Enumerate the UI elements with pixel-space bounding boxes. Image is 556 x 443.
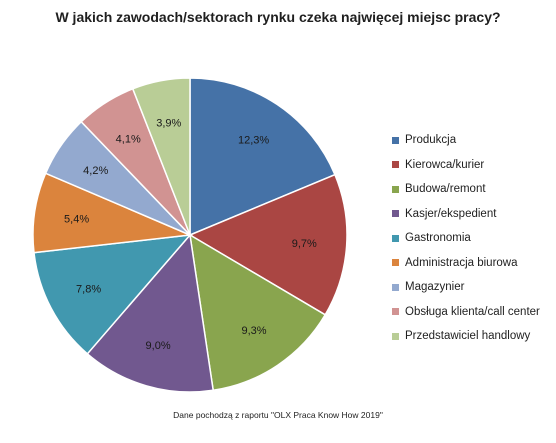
legend-item-4: Kasjer/ekspedient (392, 202, 540, 227)
pie-slice-label-6: 5,4% (64, 213, 89, 225)
legend-item-1: Produkcja (392, 128, 540, 153)
legend-swatch (392, 136, 399, 144)
pie-slice-4 (86, 233, 215, 393)
pie-slice-label-2: 9,7% (292, 238, 317, 250)
legend-item-9: Przedstawiciel handlowy (392, 324, 540, 349)
legend-swatch (392, 332, 399, 340)
legend-item-3: Budowa/remont (392, 177, 540, 202)
legend-label: Przedstawiciel handlowy (405, 330, 531, 343)
legend-swatch (392, 210, 399, 218)
legend-swatch (392, 234, 399, 242)
chart-legend: Produkcja Kierowca/kurier Budowa/remont Kas… (392, 128, 540, 349)
legend-label: Administracja biurowa (405, 256, 518, 269)
legend-item-6: Administracja biurowa (392, 251, 540, 276)
legend-item-8: Obsługa klienta/call center (392, 300, 540, 325)
legend-item-5: Gastronomia (392, 226, 540, 251)
legend-item-7: Magazynier (392, 275, 540, 300)
legend-swatch (392, 308, 399, 316)
pie-slice-label-8: 4,1% (116, 133, 141, 145)
pie-slice-1 (189, 77, 336, 237)
legend-swatch (392, 161, 399, 169)
legend-label: Budowa/remont (405, 183, 486, 196)
pie-slice-9 (131, 77, 191, 236)
legend-item-2: Kierowca/kurier (392, 153, 540, 178)
legend-swatch (392, 259, 399, 267)
source-footnote: Dane pochodzą z raportu "OLX Praca Know … (173, 410, 383, 420)
legend-label: Kasjer/ekspedient (405, 207, 497, 220)
legend-label: Obsługa klienta/call center (405, 305, 540, 318)
pie-slice-label-1: 12,3% (238, 135, 269, 147)
pie-slice-label-3: 9,3% (241, 325, 266, 337)
pie-slice-label-7: 4,2% (83, 165, 108, 177)
legend-label: Kierowca/kurier (405, 158, 485, 171)
pie-slice-label-4: 9,0% (146, 340, 171, 352)
pie-slice-3 (189, 233, 327, 392)
legend-swatch (392, 283, 399, 291)
pie-slice-2 (188, 173, 348, 316)
chart-title: W jakich zawodach/sektorach rynku czeka … (55, 9, 501, 25)
pie-slice-label-9: 3,9% (156, 117, 181, 129)
legend-swatch (392, 185, 399, 193)
legend-label: Produkcja (405, 134, 457, 147)
legend-label: Magazynier (405, 281, 465, 294)
legend-label: Gastronomia (405, 232, 471, 245)
pie-slice-5 (33, 234, 192, 355)
pie-slice-label-5: 7,8% (76, 284, 101, 296)
